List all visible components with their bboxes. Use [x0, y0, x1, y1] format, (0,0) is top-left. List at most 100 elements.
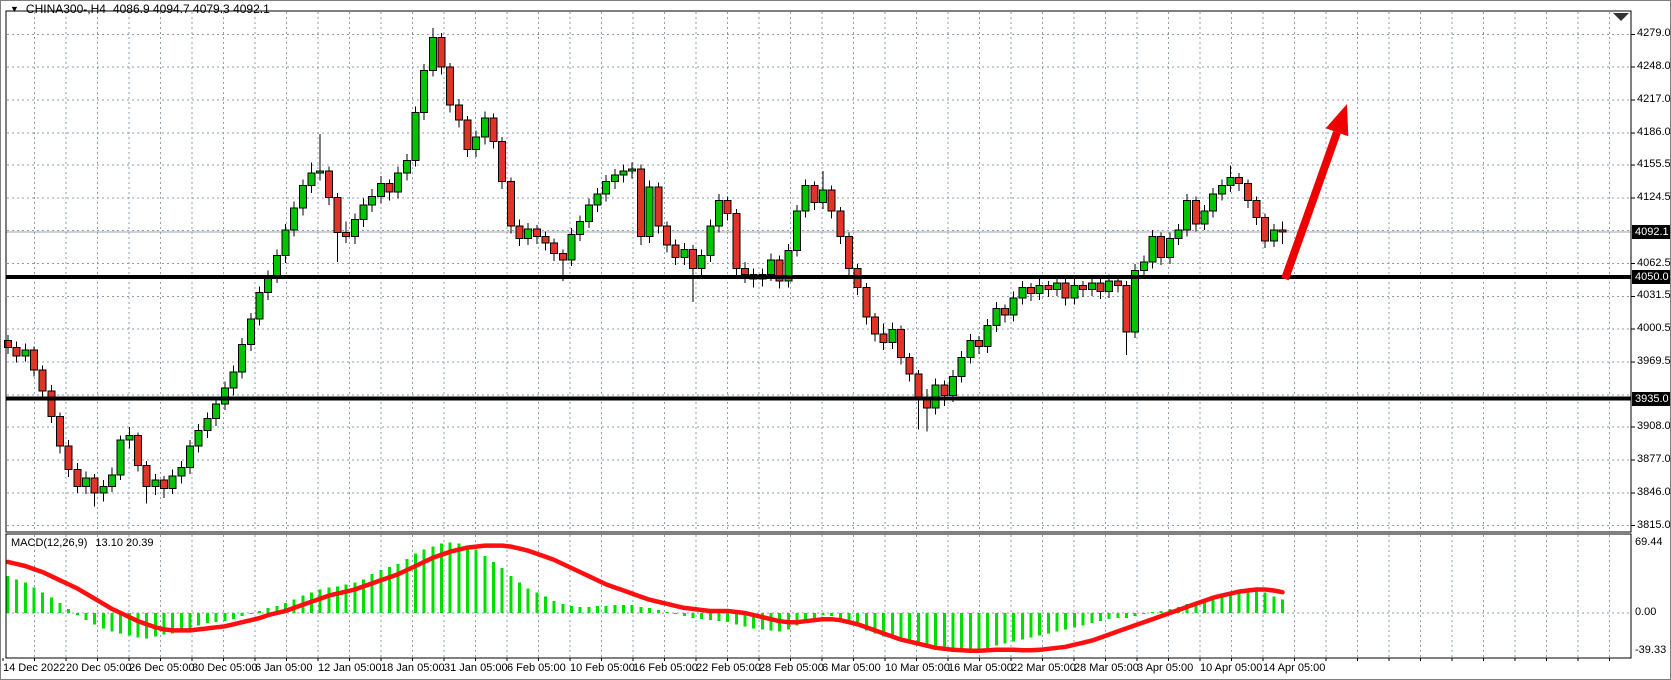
candle[interactable] — [775, 255, 784, 289]
candle[interactable] — [307, 162, 316, 194]
candle[interactable] — [940, 380, 949, 406]
candle[interactable] — [4, 335, 12, 355]
candle[interactable] — [1070, 278, 1079, 305]
candle[interactable] — [810, 181, 819, 211]
candle[interactable] — [1009, 291, 1018, 322]
candle[interactable] — [888, 322, 897, 349]
candle[interactable] — [428, 27, 437, 77]
candle[interactable] — [1252, 196, 1261, 225]
candle[interactable] — [168, 469, 177, 494]
candle[interactable] — [56, 412, 65, 454]
candle[interactable] — [480, 111, 489, 145]
candle[interactable] — [897, 325, 906, 365]
candle[interactable] — [879, 323, 888, 350]
candle[interactable] — [515, 219, 524, 247]
candle[interactable] — [333, 193, 342, 262]
candle[interactable] — [290, 201, 299, 237]
candle[interactable] — [662, 221, 671, 253]
candle[interactable] — [385, 179, 394, 201]
candle[interactable] — [688, 245, 697, 303]
candle[interactable] — [654, 182, 663, 234]
candle[interactable] — [90, 473, 99, 507]
candle[interactable] — [394, 166, 403, 199]
candle[interactable] — [99, 480, 108, 502]
candle[interactable] — [125, 427, 134, 449]
candle[interactable] — [454, 98, 463, 128]
candle[interactable] — [671, 239, 680, 266]
candle[interactable] — [619, 164, 628, 183]
candle[interactable] — [47, 384, 56, 423]
candle[interactable] — [714, 194, 723, 233]
candle[interactable] — [1217, 179, 1226, 201]
candle[interactable] — [1269, 223, 1278, 248]
candle[interactable] — [732, 209, 741, 276]
candle[interactable] — [1001, 304, 1010, 323]
candle[interactable] — [160, 475, 169, 499]
candle[interactable] — [1035, 278, 1044, 301]
candle[interactable] — [706, 219, 715, 262]
candle[interactable] — [446, 62, 455, 113]
candle[interactable] — [550, 238, 559, 261]
candle[interactable] — [792, 204, 801, 257]
candle[interactable] — [359, 198, 368, 228]
candle[interactable] — [116, 435, 125, 481]
candle[interactable] — [64, 439, 73, 477]
candle[interactable] — [680, 242, 689, 266]
candle[interactable] — [628, 162, 637, 179]
candle[interactable] — [1191, 196, 1200, 232]
candle[interactable] — [411, 106, 420, 167]
candle[interactable] — [73, 463, 82, 493]
candle[interactable] — [1018, 281, 1027, 305]
candle[interactable] — [853, 264, 862, 295]
candle[interactable] — [82, 471, 91, 494]
candle[interactable] — [420, 63, 429, 121]
candle[interactable] — [584, 198, 593, 229]
candle[interactable] — [21, 343, 30, 362]
candle[interactable] — [645, 180, 654, 243]
candle[interactable] — [567, 228, 576, 267]
candle[interactable] — [905, 353, 914, 382]
candle[interactable] — [472, 130, 481, 158]
candle[interactable] — [818, 170, 827, 210]
chart-shift-marker[interactable] — [1613, 13, 1629, 21]
candle[interactable] — [1061, 278, 1070, 306]
candle[interactable] — [194, 423, 203, 453]
candle[interactable] — [489, 113, 498, 149]
candle[interactable] — [498, 137, 507, 189]
candle[interactable] — [983, 319, 992, 354]
candle[interactable] — [602, 175, 611, 202]
candle[interactable] — [723, 196, 732, 221]
symbol-dropdown-icon[interactable]: ▼ — [10, 4, 19, 14]
candle[interactable] — [1113, 276, 1122, 293]
candle[interactable] — [203, 412, 212, 438]
candle[interactable] — [862, 283, 871, 325]
candle[interactable] — [636, 164, 645, 246]
candle[interactable] — [1200, 204, 1209, 231]
candle[interactable] — [437, 33, 446, 75]
candle[interactable] — [1044, 281, 1053, 297]
candle[interactable] — [844, 232, 853, 276]
candle[interactable] — [368, 188, 377, 213]
candle[interactable] — [229, 365, 238, 396]
candle[interactable] — [801, 179, 810, 218]
candle[interactable] — [740, 261, 749, 284]
candle[interactable] — [1148, 230, 1157, 269]
candle[interactable] — [30, 346, 39, 377]
trend-arrow[interactable] — [1281, 104, 1349, 281]
candle[interactable] — [532, 224, 541, 244]
candle[interactable] — [949, 369, 958, 402]
candle[interactable] — [177, 461, 186, 484]
candle[interactable] — [1226, 165, 1235, 193]
candle[interactable] — [836, 206, 845, 244]
candle[interactable] — [784, 243, 793, 288]
candle[interactable] — [576, 215, 585, 241]
candle[interactable] — [324, 166, 333, 205]
macd-signal-line[interactable] — [5, 543, 1285, 654]
candle[interactable] — [463, 115, 472, 158]
candle[interactable] — [992, 302, 1001, 332]
candle[interactable] — [350, 213, 359, 244]
candle[interactable] — [697, 249, 706, 276]
candle[interactable] — [524, 222, 533, 246]
candle[interactable] — [1165, 232, 1174, 265]
